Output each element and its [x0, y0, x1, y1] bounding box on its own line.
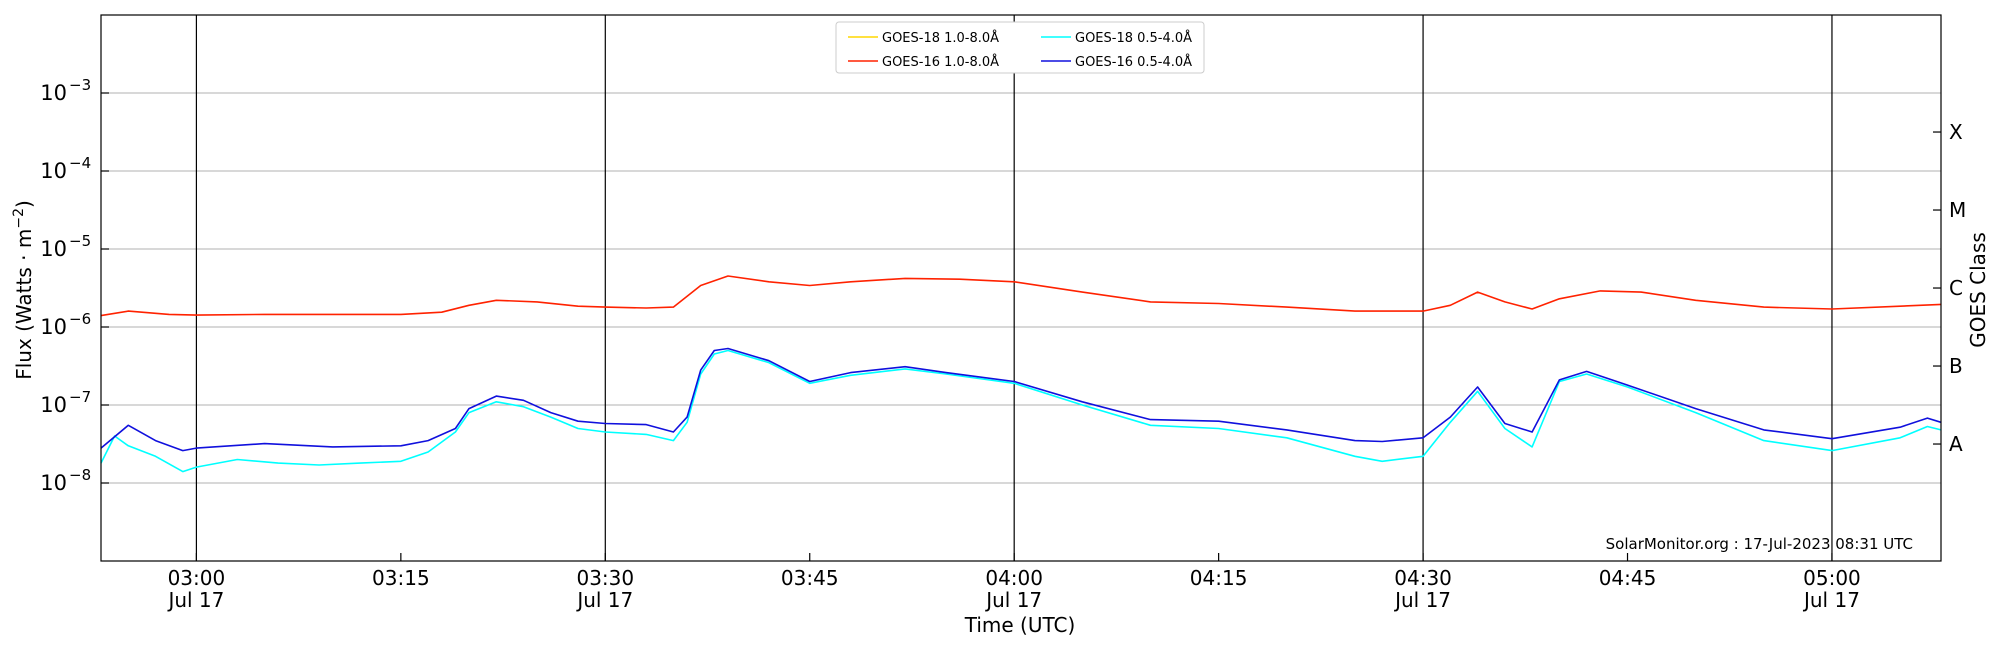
x-axis-label: Time (UTC): [964, 613, 1076, 637]
y-axis-label-right: GOES Class: [1966, 232, 1990, 348]
plot-frame: [100, 14, 1942, 562]
y-tick-exponent-0: −8: [69, 466, 91, 484]
x-tick-date-4: Jul 17: [984, 588, 1042, 612]
x-tick-label-6: 04:30: [1394, 566, 1452, 590]
x-tick-date-8: Jul 17: [1802, 588, 1860, 612]
y-tick-label-0: 10: [40, 471, 67, 495]
legend-box: [835, 21, 1205, 74]
x-tick-label-7: 04:45: [1599, 566, 1657, 590]
goes-class-labels: A B C M X: [1933, 120, 1966, 456]
y-tick-exponent-1: −7: [69, 388, 91, 406]
y-tick-label-1: 10: [40, 393, 67, 417]
legend-label-3: GOES-16 0.5-4.0Å: [1075, 54, 1192, 70]
goes-class-A: A: [1949, 432, 1963, 456]
y-tick-exponent-5: −3: [69, 76, 91, 94]
x-tick-label-4: 04:00: [985, 566, 1043, 590]
legend-label-1: GOES-18 0.5-4.0Å: [1075, 30, 1192, 46]
series-layer: [100, 275, 1942, 473]
y-tick-exponent-2: −6: [69, 310, 91, 328]
series-line-2: [100, 347, 1942, 452]
y-axis-label-text: Flux (Watts · m: [12, 229, 36, 380]
legend: GOES-18 1.0-8.0Å GOES-18 0.5-4.0Å GOES-16 …: [835, 21, 1205, 74]
x-tick-label-1: 03:15: [372, 566, 430, 590]
goes-class-X: X: [1949, 120, 1963, 144]
x-tick-label-3: 03:45: [781, 566, 839, 590]
legend-label-0: GOES-18 1.0-8.0Å: [882, 30, 999, 46]
y-tick-exponent-4: −4: [69, 154, 91, 172]
legend-label-2: GOES-16 1.0-8.0Å: [882, 54, 999, 70]
y-tick-label-3: 10: [40, 237, 67, 261]
x-tick-label-2: 03:30: [576, 566, 634, 590]
y-tick-label-4: 10: [40, 159, 67, 183]
y-axis-label: Flux (Watts · m−2): [11, 200, 36, 380]
x-tick-label-8: 05:00: [1803, 566, 1861, 590]
y-axis-label-close: ): [12, 200, 36, 208]
y-tick-exponent-3: −5: [69, 232, 91, 250]
goes-class-M: M: [1949, 198, 1966, 222]
series-line-1: [100, 349, 1942, 473]
grid-layer: [101, 92, 1941, 484]
y-tick-labels: 10−810−710−610−510−410−3: [40, 76, 109, 495]
y-tick-label-5: 10: [40, 81, 67, 105]
goes-class-B: B: [1949, 354, 1963, 378]
x-tick-date-0: Jul 17: [166, 588, 224, 612]
series-line-0: [100, 275, 1942, 317]
x-tick-date-6: Jul 17: [1393, 588, 1451, 612]
goes-class-C: C: [1949, 276, 1963, 300]
x-tick-label-0: 03:00: [168, 566, 226, 590]
y-axis-label-exp: −2: [11, 208, 27, 229]
x-tick-label-5: 04:15: [1190, 566, 1248, 590]
vertical-lines: [195, 15, 1833, 561]
y-tick-label-2: 10: [40, 315, 67, 339]
x-tick-date-2: Jul 17: [575, 588, 633, 612]
source-annotation: SolarMonitor.org : 17-Jul-2023 08:31 UTC: [1606, 535, 1913, 553]
